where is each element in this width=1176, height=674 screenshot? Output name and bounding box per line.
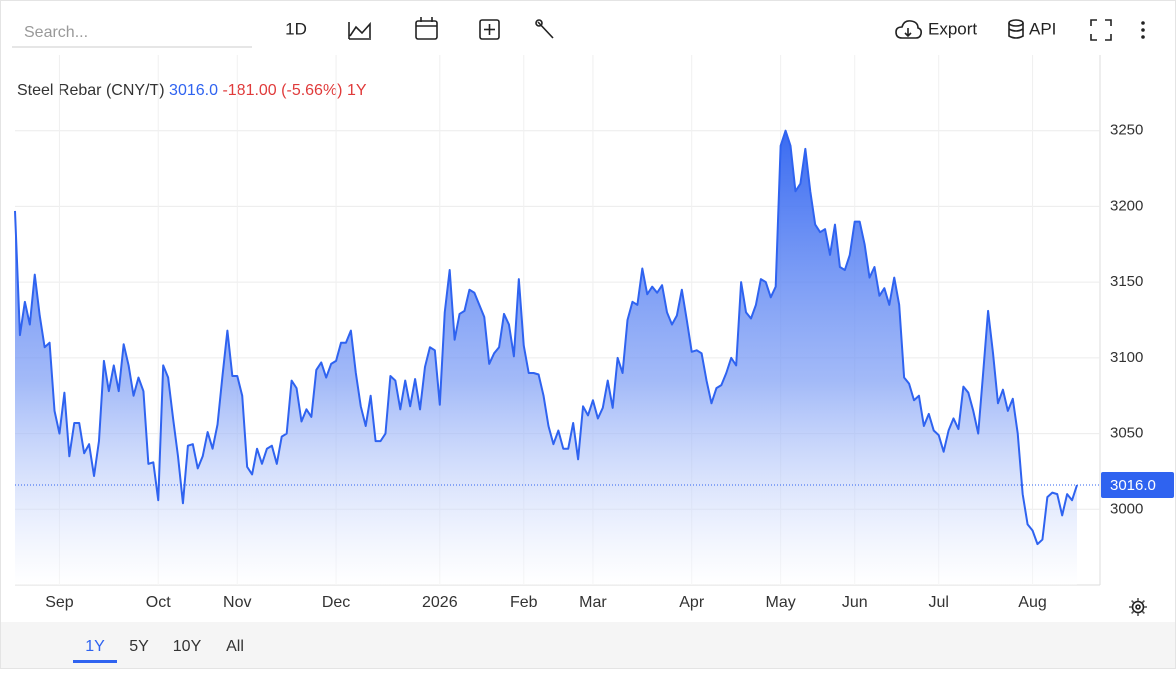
y-tick-label: 3150 <box>1110 273 1143 290</box>
interval-button[interactable]: 1D <box>285 19 307 38</box>
change-percent: (-5.66%) <box>281 82 342 99</box>
range-active-underline <box>73 660 117 663</box>
x-tick-label: Oct <box>146 594 171 611</box>
x-tick-label: Feb <box>510 594 538 611</box>
x-tick-label: Aug <box>1018 594 1046 611</box>
fullscreen-icon[interactable] <box>1090 19 1112 41</box>
range-button[interactable]: 10Y <box>173 638 202 655</box>
x-tick-label: 2026 <box>422 594 458 611</box>
calendar-icon[interactable] <box>415 17 438 40</box>
export-button[interactable]: Export <box>895 19 977 39</box>
range-button[interactable]: 5Y <box>129 638 149 655</box>
last-value-tag <box>1101 472 1174 499</box>
x-tick-label: Apr <box>679 594 705 611</box>
chart-type-icon[interactable] <box>348 21 371 40</box>
x-tick-label: Mar <box>579 594 607 611</box>
area-fill <box>15 130 1077 585</box>
price-line <box>14 129 1078 546</box>
range-bar <box>1 622 1175 668</box>
range-buttons: 1Y 5Y 10Y All <box>73 638 244 663</box>
menu-icon[interactable] <box>1141 21 1145 39</box>
api-label: API <box>1029 19 1056 38</box>
y-tick-label: 3000 <box>1110 500 1143 517</box>
x-tick-label: Jun <box>842 594 868 611</box>
x-tick-label: May <box>766 594 796 611</box>
x-tick-label: Nov <box>223 594 251 611</box>
chart-title: Steel Rebar (CNY/T) <box>17 82 165 99</box>
x-tick-label: Jul <box>928 594 948 611</box>
y-tick-label: 3250 <box>1110 122 1143 139</box>
search-input[interactable]: Search... <box>24 24 88 41</box>
chart-header: Steel Rebar (CNY/T) 3016.0 -181.00 (-5.6… <box>17 82 367 99</box>
export-label: Export <box>928 19 977 38</box>
settings-icon[interactable] <box>1129 598 1147 616</box>
x-tick-label: Sep <box>45 594 74 611</box>
last-value-label: 3016.0 <box>1110 477 1156 494</box>
api-button[interactable]: API <box>1008 19 1056 39</box>
price: 3016.0 <box>169 82 218 99</box>
range-button[interactable]: 1Y <box>85 638 105 655</box>
period: 1Y <box>347 82 367 99</box>
range-button[interactable]: All <box>226 638 244 655</box>
toolbar: Search... 1D Export API <box>12 17 1145 48</box>
plot: 3000 3050 3100 3150 3200 3250 Sep Oct Nov Dec 2026… <box>14 55 1174 611</box>
y-tick-label: 3200 <box>1110 197 1143 214</box>
y-tick-label: 3100 <box>1110 349 1143 366</box>
compare-icon[interactable] <box>479 19 500 40</box>
y-tick-label: 3050 <box>1110 425 1143 442</box>
tools-icon[interactable] <box>535 19 554 39</box>
change: -181.00 <box>222 82 276 99</box>
x-tick-label: Dec <box>322 594 350 611</box>
